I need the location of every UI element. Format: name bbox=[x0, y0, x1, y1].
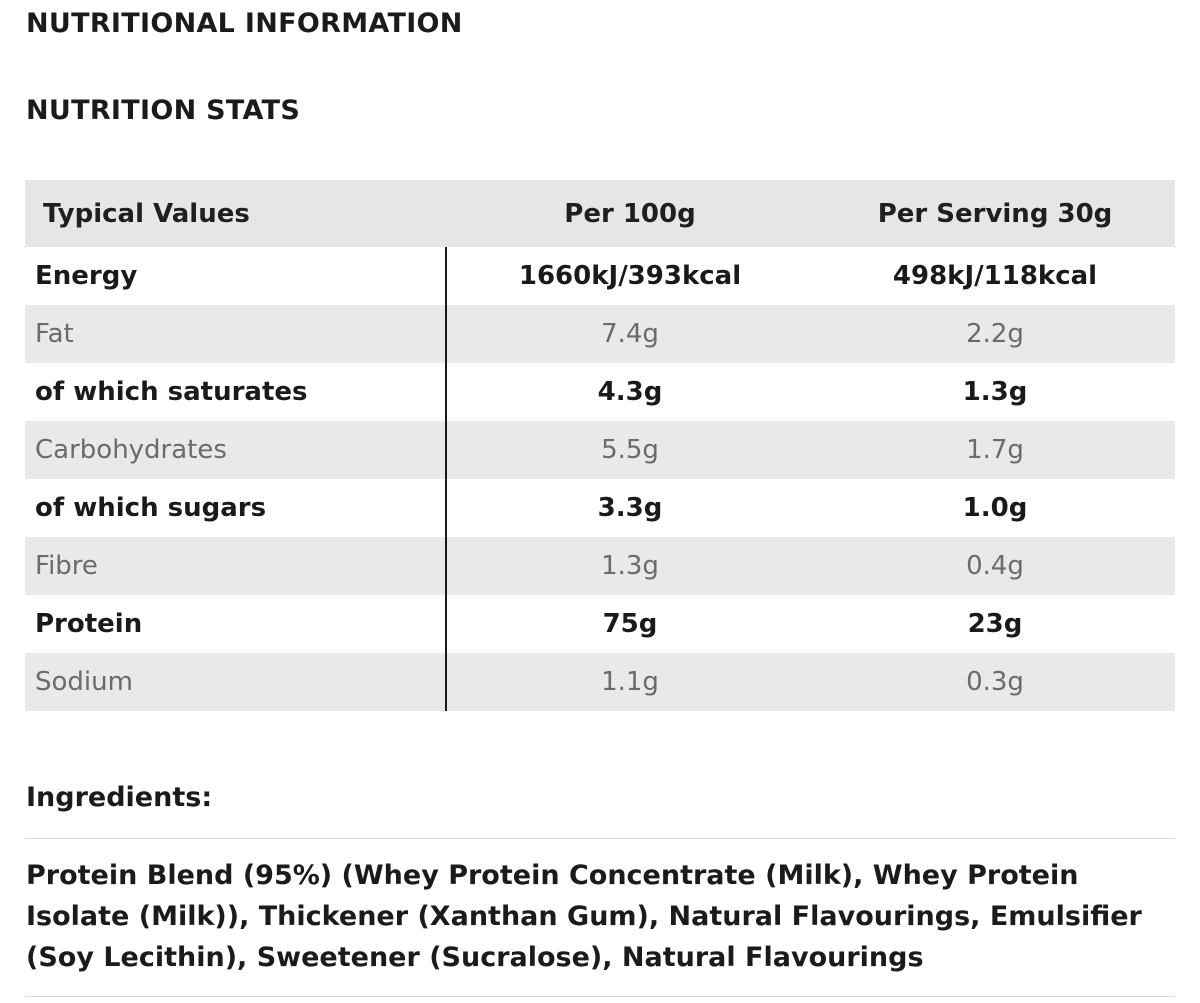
row-label: Fibre bbox=[35, 551, 98, 581]
table-row-sugars: of which sugars 3.3g 1.0g bbox=[25, 479, 1175, 537]
table-column-divider bbox=[445, 247, 447, 711]
row-value-per-serving: 1.0g bbox=[962, 493, 1028, 523]
row-value-per-serving: 1.7g bbox=[966, 435, 1024, 465]
row-label: Energy bbox=[35, 261, 138, 291]
row-value-per-100g: 5.5g bbox=[601, 435, 659, 465]
row-value-per-serving: 0.3g bbox=[966, 667, 1024, 697]
row-value-per-100g: 1660kJ/393kcal bbox=[518, 261, 742, 291]
column-header-typical-values: Typical Values bbox=[43, 198, 250, 229]
row-label: of which sugars bbox=[35, 493, 267, 523]
column-header-per-serving: Per Serving 30g bbox=[877, 198, 1113, 229]
row-value-per-serving: 0.4g bbox=[966, 551, 1024, 581]
page-title: NUTRITIONAL INFORMATION bbox=[26, 8, 463, 39]
row-value-per-serving: 498kJ/118kcal bbox=[892, 261, 1098, 291]
row-value-per-100g: 7.4g bbox=[601, 319, 659, 349]
table-header-row: Typical Values Per 100g Per Serving 30g bbox=[25, 180, 1175, 247]
ingredients-text: Protein Blend (95%) (Whey Protein Concen… bbox=[26, 860, 1142, 973]
ingredients-divider-top bbox=[25, 838, 1175, 839]
row-value-per-100g: 4.3g bbox=[597, 377, 663, 407]
row-value-per-100g: 75g bbox=[602, 609, 658, 639]
row-value-per-serving: 2.2g bbox=[966, 319, 1024, 349]
ingredients-title: Ingredients: bbox=[26, 782, 213, 813]
row-value-per-100g: 3.3g bbox=[597, 493, 663, 523]
table-row-fibre: Fibre 1.3g 0.4g bbox=[25, 537, 1175, 595]
ingredients-divider-bottom bbox=[25, 996, 1175, 997]
table-row-saturates: of which saturates 4.3g 1.3g bbox=[25, 363, 1175, 421]
column-header-per-100g: Per 100g bbox=[564, 198, 696, 229]
table-row-fat: Fat 7.4g 2.2g bbox=[25, 305, 1175, 363]
nutrition-table: Typical Values Per 100g Per Serving 30g … bbox=[25, 180, 1175, 711]
section-title-nutrition-stats: NUTRITION STATS bbox=[26, 95, 301, 126]
row-value-per-100g: 1.3g bbox=[601, 551, 659, 581]
row-label: Carbohydrates bbox=[35, 435, 227, 465]
row-value-per-100g: 1.1g bbox=[601, 667, 659, 697]
row-label: Fat bbox=[35, 319, 74, 349]
table-row-protein: Protein 75g 23g bbox=[25, 595, 1175, 653]
table-row-carbohydrates: Carbohydrates 5.5g 1.7g bbox=[25, 421, 1175, 479]
row-label: Sodium bbox=[35, 667, 133, 697]
row-label: Protein bbox=[35, 609, 143, 639]
table-row-energy: Energy 1660kJ/393kcal 498kJ/118kcal bbox=[25, 247, 1175, 305]
table-row-sodium: Sodium 1.1g 0.3g bbox=[25, 653, 1175, 711]
row-value-per-serving: 23g bbox=[967, 609, 1023, 639]
row-label: of which saturates bbox=[35, 377, 308, 407]
row-value-per-serving: 1.3g bbox=[962, 377, 1028, 407]
